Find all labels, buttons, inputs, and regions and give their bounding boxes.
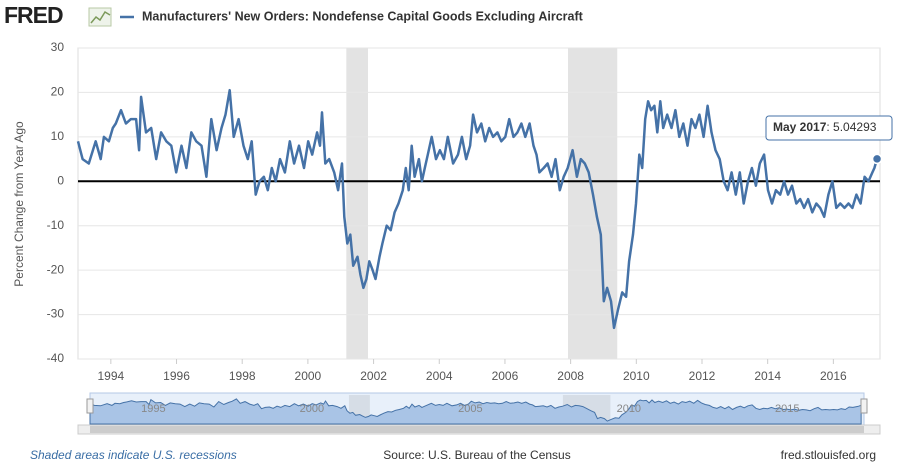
nav-handle-left[interactable] [86,398,94,414]
x-tick-label: 1994 [97,369,124,383]
y-tick-label: 10 [51,129,65,143]
recession-note: Shaded areas indicate U.S. recessions [30,448,237,462]
y-tick-label: 20 [51,85,65,99]
plot-frame [77,47,881,360]
nav-handle-right[interactable] [860,398,868,414]
nav-tick-label: 2010 [617,403,641,415]
nav-tick-label: 1995 [141,403,165,415]
x-tick-label: 2016 [820,369,847,383]
site: fred.stlouisfed.org [781,448,876,462]
tooltip-value: 5.04293 [833,120,877,134]
nav-tick-label: 2005 [458,403,482,415]
x-tick-label: 2008 [557,369,584,383]
recession-band [346,48,368,359]
y-tick-label: -10 [47,218,65,232]
nav-tick-label: 2015 [775,403,799,415]
x-tick-label: 2010 [623,369,650,383]
recession-band [568,48,618,359]
x-tick-label: 2004 [426,369,453,383]
tooltip-text: May 2017: 5.04293 [773,120,877,134]
tooltip-box [765,115,893,141]
logo-icon [88,7,112,27]
y-tick-label: -20 [47,262,65,276]
nav-area [89,398,862,425]
highlight-point [871,153,883,165]
data-line [76,88,879,330]
tooltip-date: May 2017 [773,120,827,134]
tooltip: May 2017: 5.04293 [765,115,893,141]
x-tick-label: 2000 [295,369,322,383]
legend-label: Manufacturers' New Orders: Nondefense Ca… [142,9,584,23]
x-tick-label: 2014 [754,369,781,383]
logo: FRED [4,2,63,28]
x-tick-label: 2002 [360,369,387,383]
y-axis-label: Percent Change from Year Ago [12,121,26,287]
x-tick-label: 1996 [163,369,190,383]
y-tick-label: 30 [51,40,65,54]
y-tick-label: -40 [47,351,65,365]
source: Source: U.S. Bureau of the Census [383,448,570,462]
scrollbar-thumb[interactable] [90,426,864,433]
x-tick-label: 2012 [689,369,716,383]
x-tick-label: 2006 [492,369,519,383]
tooltip-sep: : [826,120,833,134]
x-tick-label: 1998 [229,369,256,383]
nav-tick-label: 2000 [300,403,324,415]
y-tick-label: -30 [47,307,65,321]
y-tick-label: 0 [57,173,64,187]
